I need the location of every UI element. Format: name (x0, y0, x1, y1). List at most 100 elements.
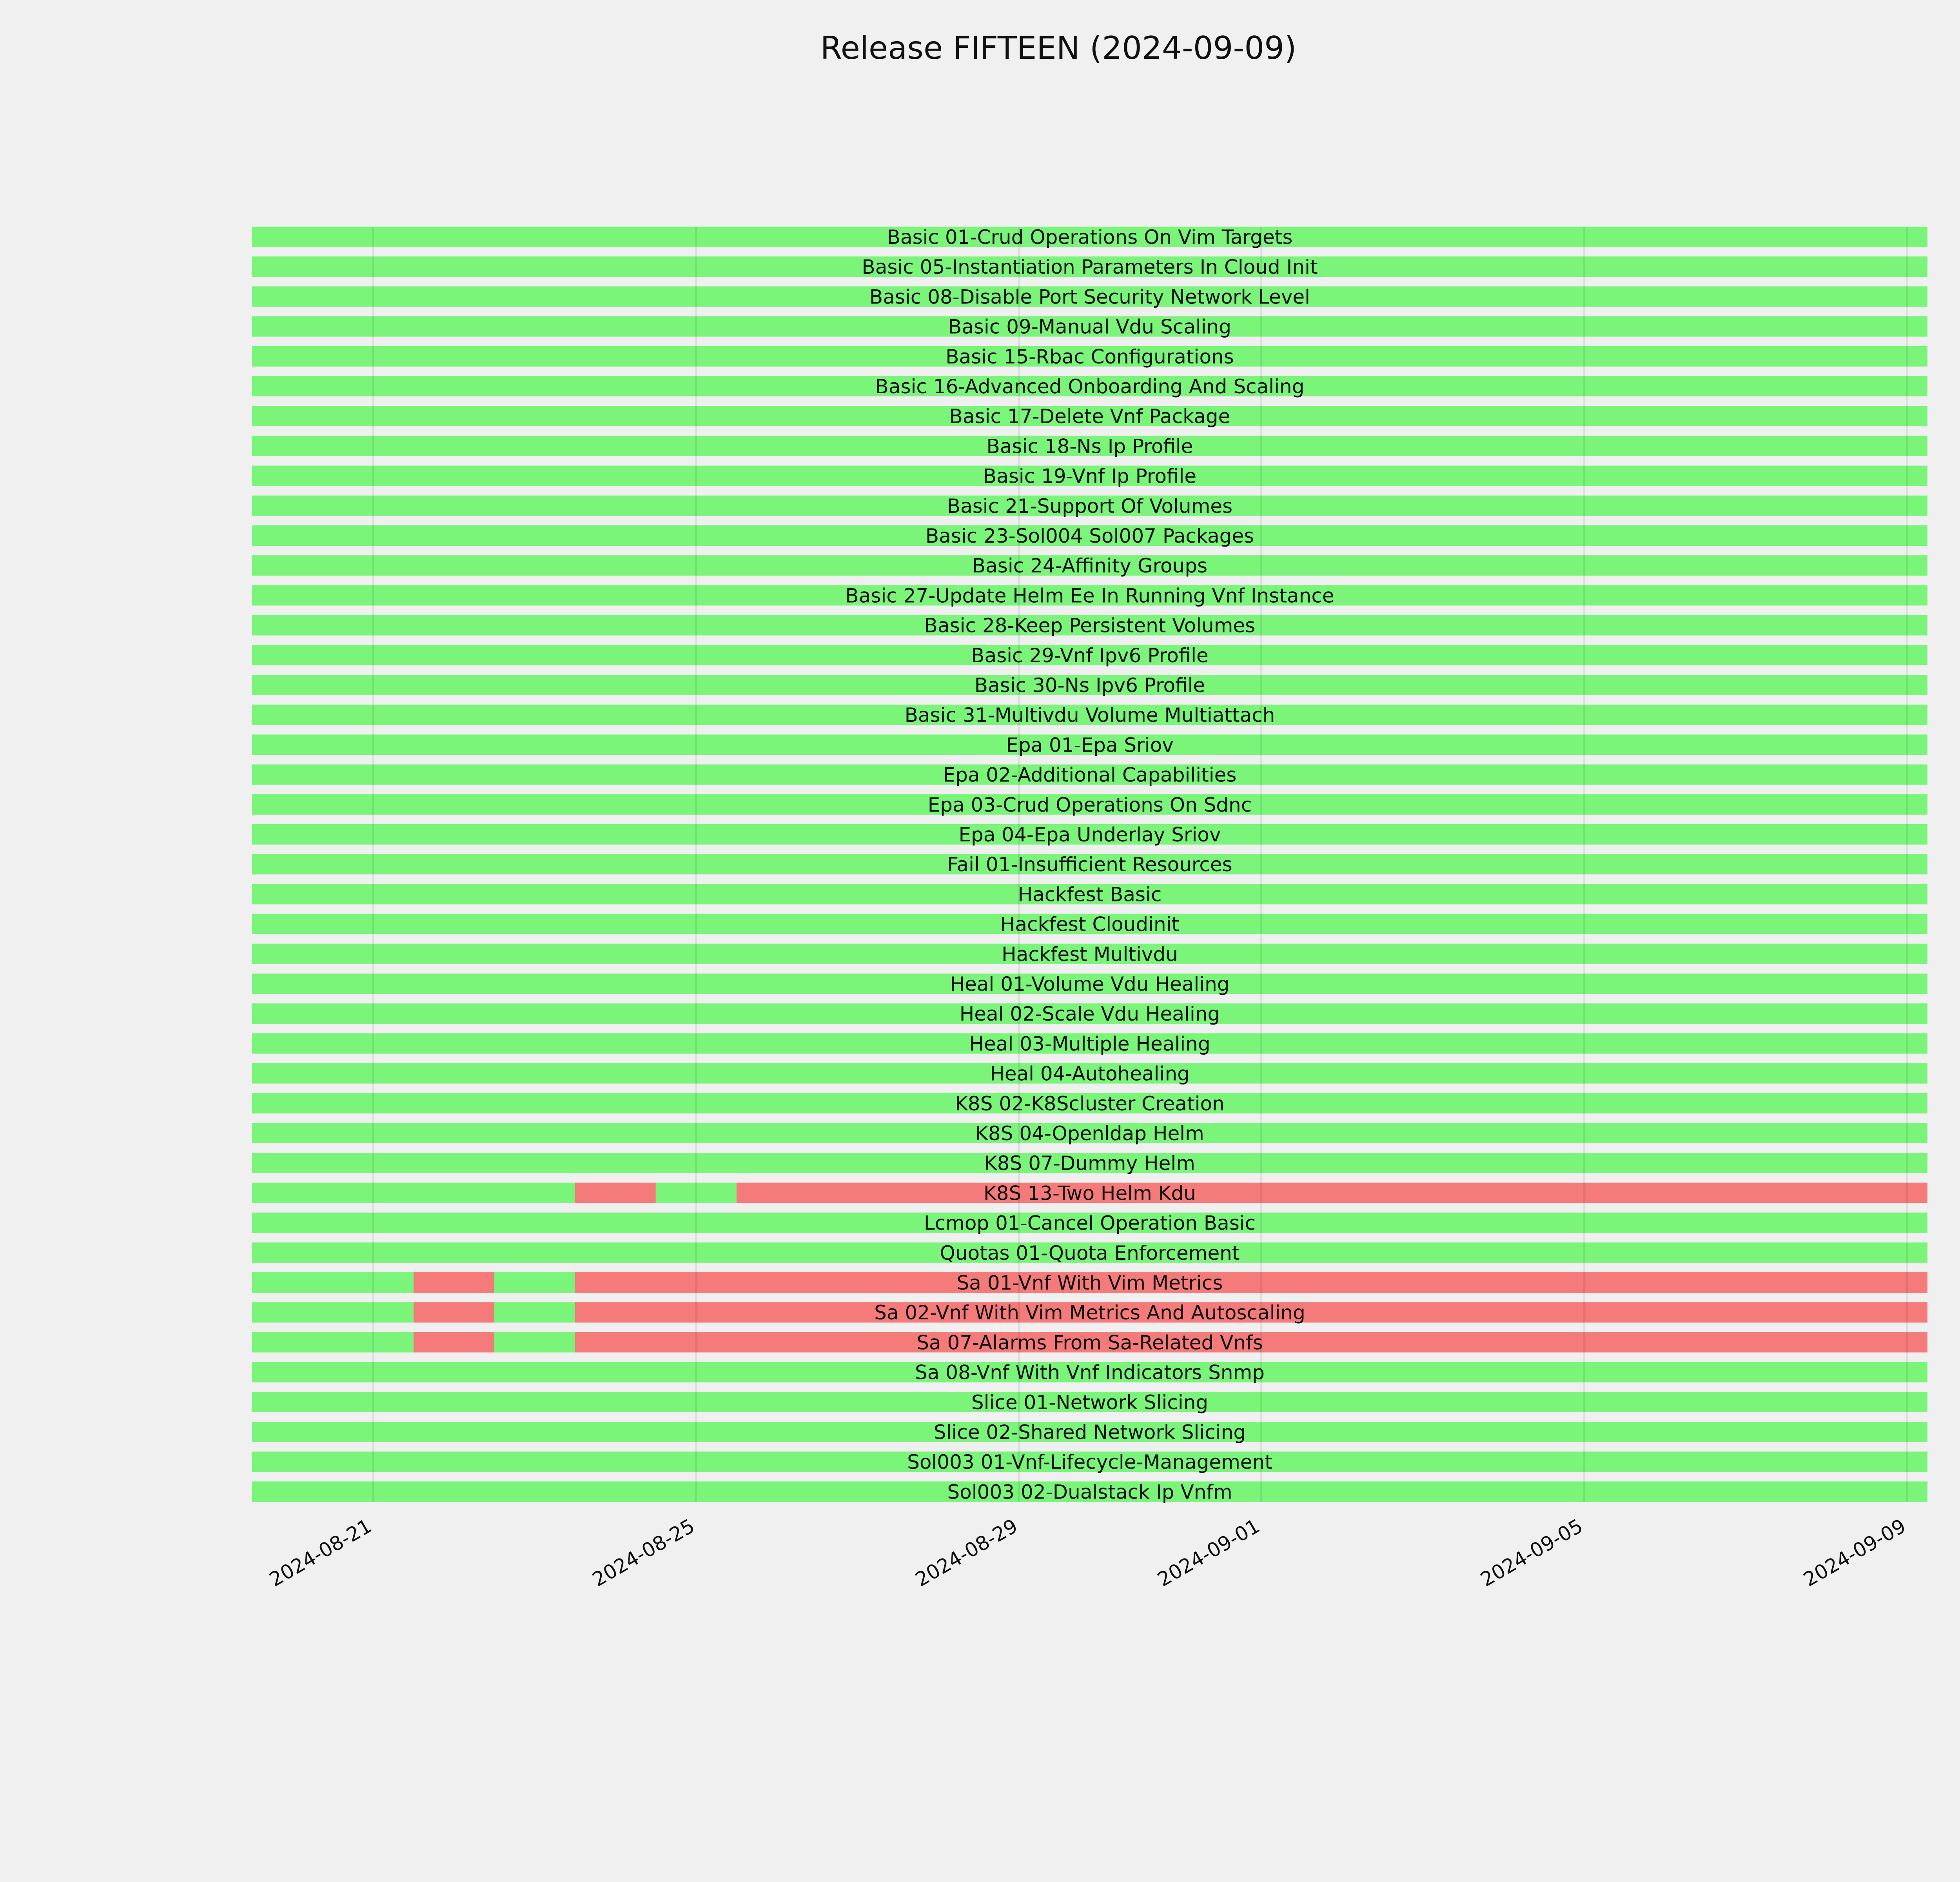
test-row (252, 316, 1927, 337)
test-label: K8S 02-K8Scluster Creation (955, 1092, 1225, 1115)
pass-segment (252, 794, 1927, 815)
x-tick-label: 2024-08-25 (588, 1515, 699, 1591)
pass-segment (655, 1183, 737, 1203)
test-row (252, 1392, 1927, 1412)
pass-segment (252, 914, 1927, 934)
x-tick-label: 2024-08-29 (911, 1515, 1022, 1591)
pass-segment (252, 346, 1927, 367)
test-row (252, 1093, 1927, 1114)
pass-segment (252, 615, 1927, 636)
grid-lines (372, 227, 1909, 1502)
pass-segment (252, 585, 1927, 606)
test-row (252, 465, 1927, 486)
pass-segment (252, 824, 1927, 845)
test-row (252, 1033, 1927, 1054)
pass-segment (252, 286, 1927, 307)
pass-segment (252, 764, 1927, 785)
test-label: Basic 16-Advanced Onboarding And Scaling (875, 375, 1305, 398)
test-label: Sa 08-Vnf With Vnf Indicators Snmp (915, 1361, 1265, 1384)
test-label: Epa 04-Epa Underlay Sriov (958, 823, 1221, 846)
pass-segment (252, 1063, 1927, 1084)
x-tick-label: 2024-08-21 (265, 1515, 376, 1591)
test-row (252, 525, 1927, 546)
x-tick-label: 2024-09-05 (1477, 1515, 1587, 1591)
pass-segment (252, 1362, 1927, 1382)
test-label: Sa 01-Vnf With Vim Metrics (957, 1272, 1223, 1294)
pass-segment (252, 1422, 1927, 1442)
test-row (252, 1123, 1927, 1143)
test-row (252, 943, 1927, 964)
test-row (252, 286, 1927, 307)
test-label: Basic 28-Keep Persistent Volumes (924, 614, 1256, 637)
test-label: Basic 08-Disable Port Security Network L… (869, 285, 1310, 308)
pass-segment (252, 705, 1927, 725)
test-label: Basic 15-Rbac Configurations (946, 345, 1234, 368)
test-row (252, 1272, 1927, 1293)
test-row (252, 495, 1927, 516)
test-label: Basic 19-Vnf Ip Profile (983, 465, 1196, 488)
pass-segment (252, 436, 1927, 456)
test-label: Basic 30-Ns Ipv6 Profile (975, 674, 1205, 697)
test-label: Epa 02-Additional Capabilities (943, 764, 1237, 787)
test-row (252, 1451, 1927, 1472)
fail-segment (575, 1302, 1927, 1323)
test-row (252, 1063, 1927, 1084)
test-row (252, 884, 1927, 905)
test-row (252, 1302, 1927, 1323)
test-label: Heal 01-Volume Vdu Healing (950, 973, 1229, 995)
test-row (252, 1183, 1927, 1203)
pass-segment (252, 495, 1927, 516)
pass-segment (252, 854, 1927, 875)
pass-segment (252, 256, 1927, 277)
test-label: Basic 18-Ns Ip Profile (986, 435, 1193, 458)
test-label: Slice 02-Shared Network Slicing (934, 1421, 1246, 1444)
test-row (252, 406, 1927, 427)
test-label: Basic 21-Support Of Volumes (947, 495, 1232, 518)
test-label: Heal 02-Scale Vdu Healing (960, 1003, 1220, 1025)
test-labels: Basic 01-Crud Operations On Vim Targets B… (845, 226, 1334, 1503)
test-row (252, 585, 1927, 606)
test-label: Sol003 01-Vnf-Lifecycle-Management (907, 1451, 1272, 1473)
pass-segment (252, 555, 1927, 576)
pass-segment (252, 316, 1927, 337)
test-label: Epa 03-Crud Operations On Sdnc (928, 794, 1252, 816)
pass-segment (494, 1332, 575, 1353)
fail-segment (575, 1272, 1927, 1293)
pass-segment (252, 1392, 1927, 1412)
test-row (252, 974, 1927, 994)
pass-segment (252, 974, 1927, 994)
test-row (252, 1481, 1927, 1502)
test-row (252, 734, 1927, 755)
pass-segment (252, 884, 1927, 905)
test-row (252, 615, 1927, 636)
pass-segment (252, 1183, 575, 1203)
test-label: Basic 17-Delete Vnf Package (949, 405, 1230, 428)
test-label: Basic 01-Crud Operations On Vim Targets (887, 226, 1293, 249)
pass-segment (252, 1123, 1927, 1143)
test-label: Epa 01-Epa Sriov (1006, 734, 1174, 756)
pass-segment (252, 1003, 1927, 1024)
fail-segment (413, 1302, 494, 1323)
pass-segment (252, 1033, 1927, 1054)
pass-segment (252, 943, 1927, 964)
test-label: K8S 13-Two Helm Kdu (984, 1182, 1196, 1204)
test-label: Basic 31-Multivdu Volume Multiattach (905, 704, 1275, 727)
fail-segment (575, 1183, 656, 1203)
test-label: Sa 07-Alarms From Sa-Related Vnfs (916, 1331, 1263, 1354)
x-tick-label: 2024-09-09 (1800, 1515, 1910, 1591)
test-label: Lcmop 01-Cancel Operation Basic (924, 1212, 1256, 1235)
fail-segment (575, 1332, 1927, 1353)
test-label: Hackfest Multivdu (1002, 943, 1178, 966)
test-row (252, 824, 1927, 845)
test-row (252, 346, 1927, 367)
pass-segment (252, 1481, 1927, 1502)
test-row (252, 376, 1927, 396)
test-label: Fail 01-Insufficient Resources (947, 853, 1232, 876)
x-axis-ticks: 2024-08-21 2024-08-25 2024-08-29 2024-09-01… (265, 1515, 1909, 1591)
test-row (252, 256, 1927, 277)
test-label: K8S 04-Openldap Helm (975, 1122, 1204, 1145)
pass-segment (252, 645, 1927, 665)
test-label: Hackfest Cloudinit (1000, 913, 1180, 936)
pass-segment (252, 1212, 1927, 1233)
